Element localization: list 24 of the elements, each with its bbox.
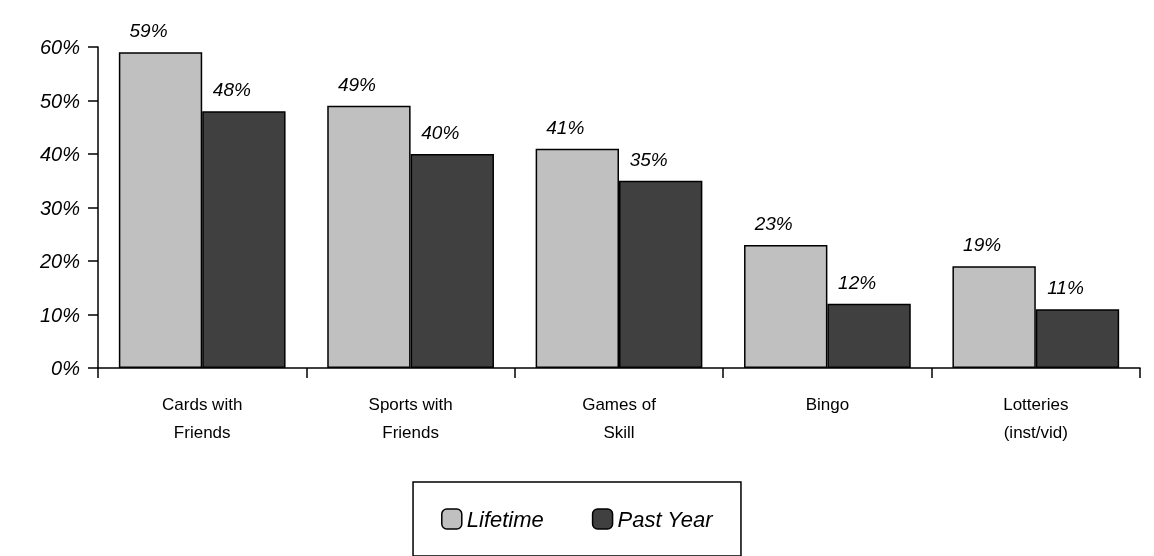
text: 49%: [337, 73, 376, 95]
text: 59%: [129, 20, 168, 42]
y-tick-label: 60%: [39, 36, 80, 58]
text: 19%: [963, 234, 1002, 256]
x-tick-label: Sports with Friends: [368, 394, 453, 442]
text: 12%: [838, 271, 877, 293]
x-tick-label: Bingo: [805, 394, 850, 414]
text: 40%: [421, 122, 460, 143]
text: 48%: [212, 79, 251, 101]
text: 23%: [754, 212, 793, 234]
legend-label: Past Year: [617, 506, 715, 532]
legend-label: Lifetime: [466, 506, 544, 532]
x-tick-label: Lotteries (inst/vid): [1003, 394, 1069, 442]
x-tick-label: Cards with Friends: [162, 394, 243, 442]
y-tick-label: 10%: [39, 303, 80, 326]
text: 41%: [546, 116, 585, 138]
y-tick-label: 20%: [38, 250, 80, 272]
y-tick-label: 30%: [39, 196, 80, 219]
text: 35%: [629, 148, 668, 170]
y-tick-label: 40%: [39, 143, 80, 165]
y-tick-label: 0%: [51, 357, 80, 379]
text: 11%: [1047, 277, 1084, 299]
y-tick-label: 50%: [39, 89, 80, 112]
x-tick-label: Games of Skill: [582, 394, 657, 442]
